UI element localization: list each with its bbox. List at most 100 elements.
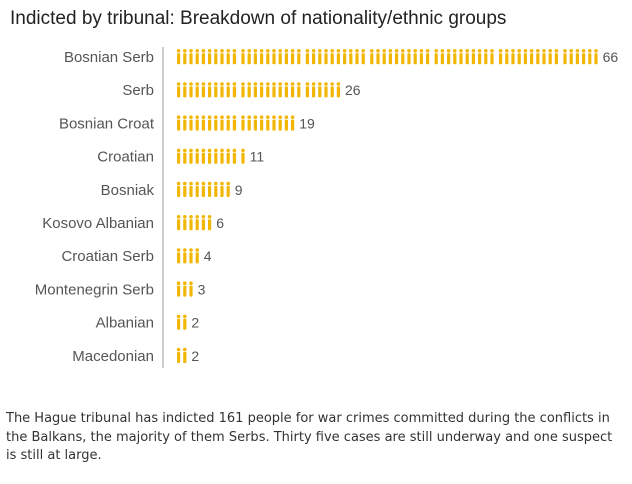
person-icon: [594, 49, 598, 65]
person-icon: [189, 148, 193, 164]
person-icon: [226, 49, 230, 65]
person-icon: [195, 248, 199, 264]
person-icon: [278, 49, 283, 65]
person-icon: [232, 148, 237, 164]
value-label: 66: [603, 49, 619, 65]
person-icon: [425, 49, 430, 65]
person-icon: [201, 181, 206, 197]
person-icon: [259, 82, 264, 98]
person-icon: [290, 82, 295, 98]
person-icon: [413, 49, 418, 65]
person-icon: [176, 148, 181, 164]
value-label: 26: [345, 82, 361, 98]
value-label: 6: [216, 215, 224, 231]
person-icon: [361, 49, 366, 65]
person-icon: [266, 82, 270, 98]
person-icon: [232, 49, 237, 65]
person-icon: [183, 347, 187, 363]
person-icon: [471, 49, 476, 65]
bar-albanian: [176, 314, 187, 330]
person-icon: [207, 148, 212, 164]
person-icon: [588, 49, 592, 65]
person-icon: [189, 281, 193, 297]
person-icon: [554, 49, 559, 65]
person-icon: [278, 82, 283, 98]
person-icon: [241, 115, 245, 131]
person-icon: [183, 215, 187, 231]
bar-bosniak: [176, 181, 230, 197]
person-icon: [336, 49, 341, 65]
person-icon: [183, 314, 187, 330]
person-icon: [241, 148, 245, 164]
category-label: Serb: [122, 82, 154, 99]
bar-croatian: [176, 148, 245, 164]
person-icon: [419, 49, 424, 65]
person-icon: [253, 115, 258, 131]
person-icon: [241, 82, 245, 98]
person-icon: [183, 248, 187, 264]
person-icon: [401, 49, 405, 65]
person-icon: [220, 49, 224, 65]
person-icon: [355, 49, 359, 65]
person-icon: [176, 248, 181, 264]
person-icon: [247, 49, 251, 65]
bar-bosnian-croat: [176, 115, 295, 131]
person-icon: [563, 49, 567, 65]
person-icon: [226, 82, 230, 98]
person-icon: [324, 49, 328, 65]
person-icon: [305, 82, 310, 98]
person-icon: [189, 115, 193, 131]
category-label: Bosniak: [101, 182, 155, 199]
person-icon: [311, 82, 316, 98]
person-icon: [284, 115, 289, 131]
category-label: Montenegrin Serb: [35, 281, 154, 298]
value-label: 11: [250, 149, 265, 165]
person-icon: [278, 115, 283, 131]
person-icon: [176, 314, 181, 330]
person-icon: [272, 82, 276, 98]
bar-kosovo-albanian: [176, 215, 212, 231]
person-icon: [207, 215, 212, 231]
person-icon: [176, 347, 181, 363]
person-icon: [189, 49, 193, 65]
value-label: 2: [191, 315, 199, 331]
person-icon: [259, 115, 264, 131]
person-icon: [498, 49, 503, 65]
bar-bosnian-serb: [176, 49, 598, 65]
person-icon: [453, 49, 457, 65]
person-icon: [232, 82, 237, 98]
person-icon: [407, 49, 411, 65]
category-label: Croatian: [97, 149, 154, 166]
person-icon: [569, 49, 573, 65]
person-icon: [220, 181, 224, 197]
person-icon: [195, 49, 199, 65]
person-icon: [446, 49, 451, 65]
person-icon: [434, 49, 439, 65]
person-icon: [220, 148, 224, 164]
person-icon: [342, 49, 347, 65]
person-icon: [465, 49, 470, 65]
person-icon: [226, 115, 230, 131]
person-icon: [330, 49, 335, 65]
person-icon: [318, 82, 322, 98]
person-icon: [330, 82, 335, 98]
person-icon: [542, 49, 546, 65]
person-icon: [349, 49, 353, 65]
category-label: Macedonian: [72, 348, 154, 365]
person-icon: [207, 115, 212, 131]
person-icon: [247, 82, 251, 98]
person-icon: [176, 82, 181, 98]
person-icon: [176, 215, 181, 231]
category-label: Croatian Serb: [61, 248, 154, 265]
person-icon: [183, 281, 187, 297]
person-icon: [272, 49, 276, 65]
person-icon: [189, 82, 193, 98]
value-label: 9: [235, 182, 243, 198]
person-icon: [305, 49, 310, 65]
person-icon: [336, 82, 341, 98]
person-icon: [183, 49, 187, 65]
person-icon: [529, 49, 534, 65]
person-icon: [183, 82, 187, 98]
person-icon: [220, 115, 224, 131]
